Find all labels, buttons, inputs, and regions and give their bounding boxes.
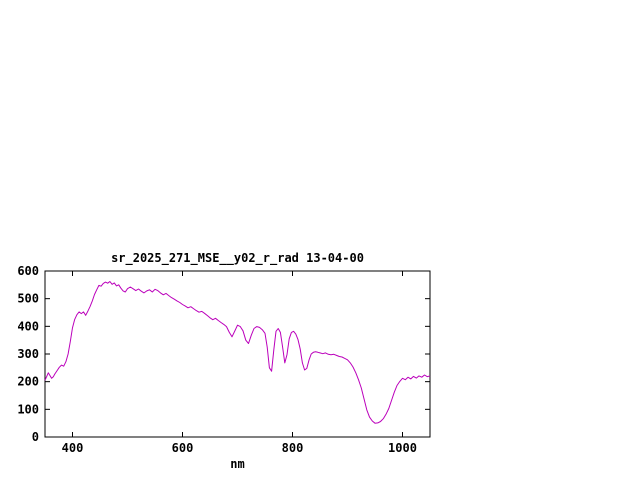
y-tick-label: 0 (32, 430, 39, 444)
y-tick-label: 400 (17, 319, 39, 333)
x-axis-label: nm (230, 457, 245, 471)
plot-border (44, 270, 431, 438)
data-line (44, 281, 431, 424)
x-tick-label: 600 (172, 441, 194, 455)
x-tick-label: 800 (282, 441, 304, 455)
y-tick-label: 300 (17, 347, 39, 361)
chart-title: sr_2025_271_MSE__y02_r_rad 13-04-00 (111, 251, 364, 265)
y-tick-label: 600 (17, 264, 39, 278)
x-tick-label: 400 (62, 441, 84, 455)
y-tick-label: 200 (17, 375, 39, 389)
y-tick-label: 500 (17, 292, 39, 306)
y-tick-label: 100 (17, 402, 39, 416)
x-tick-label: 1000 (388, 441, 417, 455)
